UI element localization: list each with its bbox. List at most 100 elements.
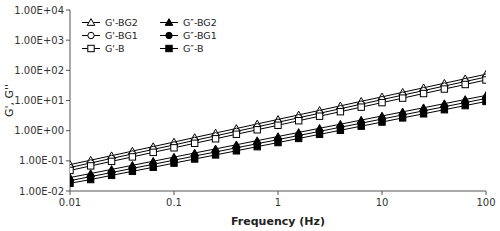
series-line (70, 95, 486, 177)
point (441, 86, 447, 92)
point (358, 104, 364, 110)
point (295, 135, 301, 141)
point (316, 131, 322, 137)
legend-label: G'-B (105, 43, 125, 54)
x-tick-label: 10 (376, 197, 389, 208)
legend: G'-BG2 G'-BG1 G'-B G″-BG2 G″-BG1 G″-B (82, 17, 217, 54)
series-line (70, 98, 486, 180)
point (295, 117, 301, 123)
point (316, 113, 322, 119)
series-line (70, 80, 486, 170)
series-line (70, 101, 486, 183)
x-tick (382, 191, 383, 195)
legend-item: G'-BG1 (82, 30, 138, 41)
x-tick (278, 191, 279, 195)
point (171, 145, 177, 151)
point (483, 98, 486, 104)
y-tick-label: 1.00E-01 (19, 155, 64, 166)
point (129, 154, 135, 160)
series (70, 70, 486, 167)
series-line (70, 74, 486, 164)
y-tick-label: 1.00E+04 (14, 5, 64, 16)
x-tick-label: 0.01 (59, 197, 81, 208)
point (462, 102, 468, 108)
point (379, 119, 385, 125)
axes: 1.00E-02 1.00E-01 1.00E+00 1.00E+01 1.00E+02… (14, 5, 495, 209)
series (70, 77, 486, 174)
y-tick-label: 1.00E+03 (14, 35, 64, 46)
legend-swatch-marker (88, 45, 94, 51)
legend-item: G″-BG2 (160, 17, 217, 28)
y-tick (66, 191, 70, 192)
point (337, 108, 343, 114)
x-tick-label: 1 (275, 197, 281, 208)
legend-label: G″-B (183, 43, 204, 54)
y-tick-label: 1.00E+01 (14, 95, 64, 106)
legend-label: G″-BG1 (183, 30, 217, 41)
point (379, 99, 385, 105)
y-axis-label: G', G'' (3, 84, 16, 117)
point (254, 127, 260, 133)
x-tick-label: 100 (476, 197, 495, 208)
point (171, 160, 177, 166)
legend-item: G″-BG1 (160, 30, 217, 41)
point (275, 139, 281, 145)
point (70, 167, 73, 173)
legend-swatch-marker (166, 32, 172, 38)
series-line (70, 77, 486, 168)
point (483, 77, 486, 83)
series (70, 92, 486, 181)
point (420, 90, 426, 96)
point (129, 168, 135, 174)
y-tick-label: 1.00E+00 (14, 125, 64, 136)
point (212, 152, 218, 158)
point (399, 115, 405, 121)
x-axis-line (70, 191, 486, 192)
y-tick (66, 100, 70, 101)
y-tick (66, 70, 70, 71)
point (150, 149, 156, 155)
point (254, 143, 260, 149)
legend-label: G'-BG1 (105, 30, 138, 41)
point (233, 148, 239, 154)
point (87, 176, 93, 182)
legend-label: G″-BG2 (183, 17, 217, 28)
legend-item: G'-BG2 (82, 17, 138, 28)
y-tick (66, 10, 70, 11)
x-tick (174, 191, 175, 195)
point (108, 172, 114, 178)
chart: 1.00E-02 1.00E-01 1.00E+00 1.00E+01 1.00E+02… (0, 0, 500, 231)
point (191, 156, 197, 162)
point (233, 131, 239, 137)
point (275, 122, 281, 128)
legend-swatch-marker (88, 32, 94, 38)
point (462, 81, 468, 87)
point (108, 158, 114, 164)
point (420, 111, 426, 117)
y-tick-label: 1.00E+02 (14, 65, 64, 76)
point (399, 95, 405, 101)
x-tick (486, 191, 487, 195)
point (358, 123, 364, 129)
point (191, 140, 197, 146)
point (150, 164, 156, 170)
point (70, 180, 73, 186)
legend-swatch-marker (166, 45, 172, 51)
legend-item: G″-B (160, 43, 204, 54)
x-tick (70, 191, 71, 195)
series (70, 74, 486, 171)
point (212, 136, 218, 142)
y-tick-label: 1.00E-02 (19, 186, 64, 197)
legend-label: G'-BG2 (105, 17, 138, 28)
legend-swatch-marker (87, 19, 95, 26)
x-tick-label: 0.1 (166, 197, 182, 208)
legend-item: G'-B (82, 43, 125, 54)
point (337, 127, 343, 133)
series (70, 98, 486, 186)
y-tick (66, 130, 70, 131)
plot-area (70, 70, 486, 186)
point (87, 163, 93, 169)
y-tick (66, 40, 70, 41)
point (441, 107, 447, 113)
x-axis-label: Frequency (Hz) (231, 215, 325, 228)
